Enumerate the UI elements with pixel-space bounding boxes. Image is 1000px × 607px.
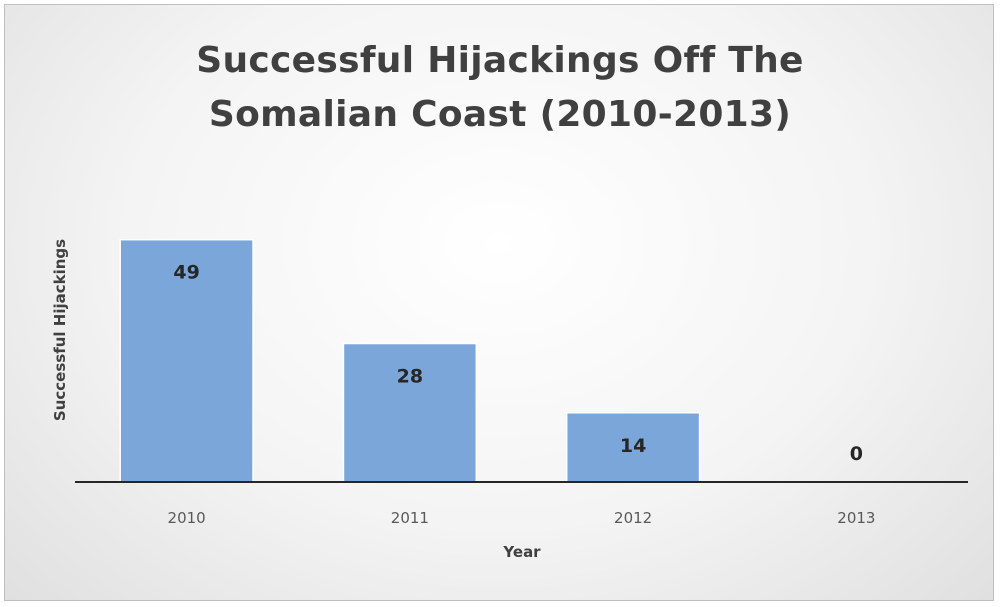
x-tick-label-2012: 2012 — [614, 509, 652, 527]
labels-layer: 49 2010 28 2011 14 2012 0 2013 — [168, 262, 876, 527]
bar-2010 — [119, 238, 254, 483]
x-tick-label-2011: 2011 — [391, 509, 429, 527]
y-axis-title: Successful Hijackings — [51, 239, 69, 421]
data-label-2013: 0 — [850, 443, 863, 465]
data-label-2012: 14 — [620, 435, 646, 457]
chart-title-line-2: Somalian Coast (2010-2013) — [208, 94, 792, 135]
x-axis-title: Year — [502, 543, 541, 561]
x-tick-label-2010: 2010 — [168, 509, 206, 527]
bar-2011 — [342, 342, 478, 483]
chart-title-line-1: Successful Hijackings Off The — [196, 40, 804, 81]
chart-title: Successful Hijackings Off The Somalian C… — [0, 34, 1000, 142]
bar-2012 — [565, 412, 701, 483]
data-label-2010: 49 — [173, 262, 199, 284]
bars-layer — [119, 238, 701, 483]
x-tick-label-2013: 2013 — [837, 509, 875, 527]
data-label-2011: 28 — [397, 366, 423, 388]
